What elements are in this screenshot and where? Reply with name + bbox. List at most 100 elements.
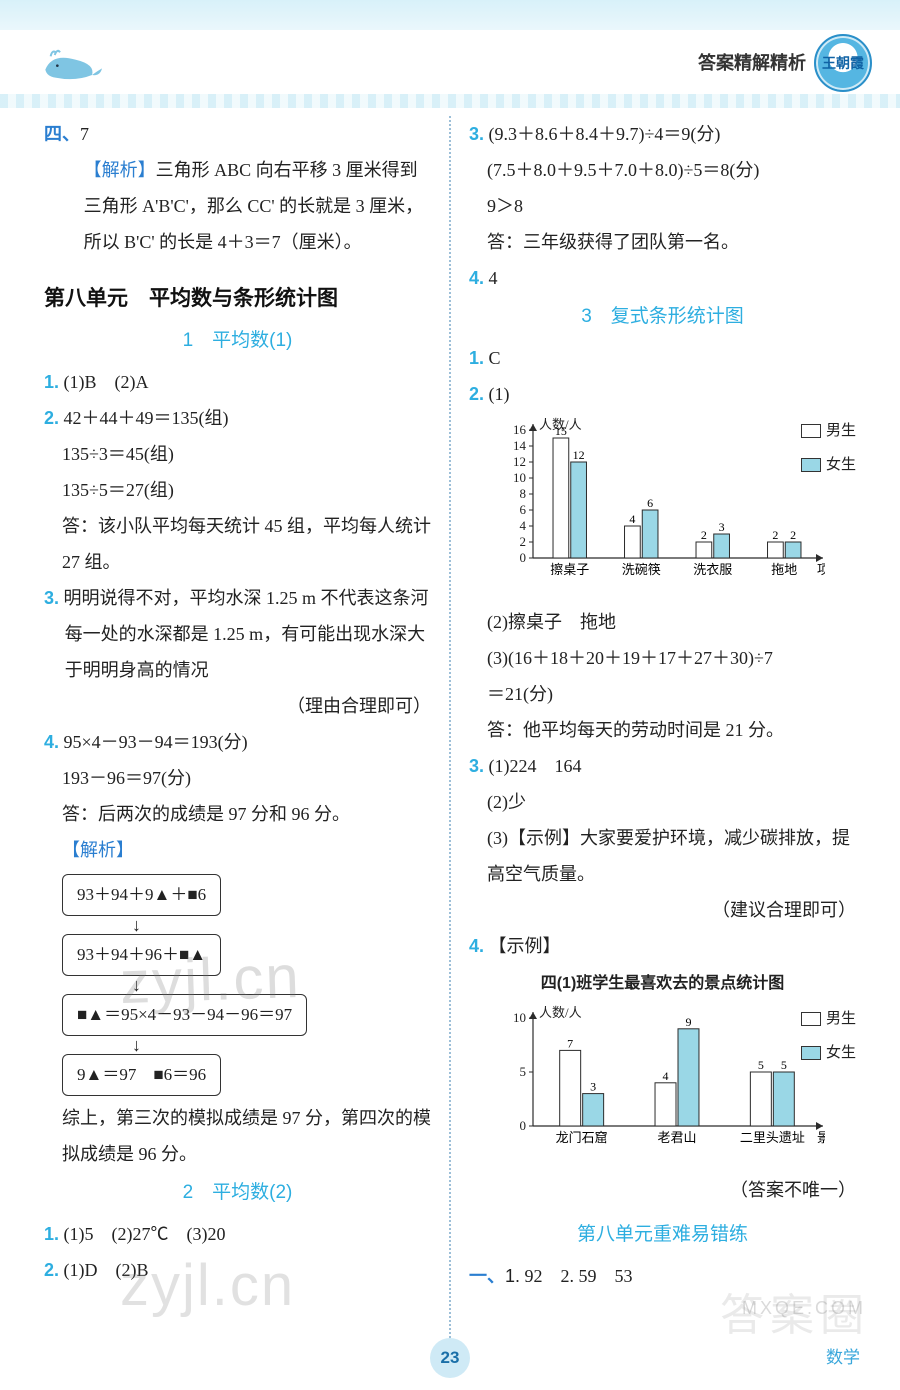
svg-text:6: 6 — [520, 502, 527, 517]
answer-text: 92 — [525, 1266, 543, 1286]
svg-text:2: 2 — [520, 534, 527, 549]
qnum: 4. — [469, 936, 484, 956]
svg-text:0: 0 — [520, 550, 527, 565]
legend-label: 男生 — [826, 416, 856, 446]
s3-q3-p2: (2)少 — [469, 784, 856, 820]
s3-q4-note: （答案不唯一） — [469, 1172, 856, 1208]
s4-line: 一、1. 92 2. 59 53 — [469, 1258, 856, 1294]
flow-arrow-icon: ↓ — [132, 1036, 431, 1054]
q4-line: 四、7 — [44, 116, 431, 152]
q4-answer: 7 — [80, 124, 89, 144]
svg-text:2: 2 — [790, 528, 796, 542]
chart2-title: 四(1)班学生最喜欢去的景点统计图 — [469, 968, 856, 1000]
answer-text: 42＋44＋49＝135(组) — [64, 408, 229, 428]
svg-text:2: 2 — [701, 528, 707, 542]
s2-q4: 4. 4 — [469, 260, 856, 296]
answer-text: 4 — [489, 268, 498, 288]
section-4-title: 第八单元重难易错练 — [469, 1216, 856, 1254]
svg-text:4: 4 — [663, 1069, 669, 1083]
chart1-legend: 男生 女生 — [801, 416, 856, 480]
svg-text:10: 10 — [513, 1010, 526, 1025]
page-number: 23 — [430, 1338, 470, 1378]
s3-q3-p1: 3. (1)224 164 — [469, 748, 856, 784]
whale-icon — [36, 43, 108, 83]
flowchart: 93＋94＋9▲＋■6 ↓ 93＋94＋96＋■▲ ↓ ■▲＝95×4－93－9… — [62, 874, 431, 1096]
chart-2: 0510人数/人73龙门石窟49老君山55二里头遗址景点 男生 女生 — [495, 1004, 856, 1166]
s3-q4: 4. 【示例】 — [469, 928, 856, 964]
qnum: 2. — [469, 384, 484, 404]
s3-q2-p3ans: 答：他平均每天的劳动时间是 21 分。 — [469, 712, 856, 748]
answer-text: 59 53 — [579, 1266, 633, 1286]
s1-q3: 3. 明明说得不对，平均水深 1.25 m 不代表这条河每一处的水深都是 1.2… — [44, 580, 431, 688]
s3-q3-p3: (3)【示例】大家要爱护环境，减少碳排放，提高空气质量。 — [469, 820, 856, 892]
svg-text:二里头遗址: 二里头遗址 — [740, 1130, 805, 1145]
qnum: 2. — [561, 1266, 575, 1286]
s2-q1: 1. (1)5 (2)27℃ (3)20 — [44, 1216, 431, 1252]
flow-box-2: 93＋94＋96＋■▲ — [62, 934, 221, 976]
svg-text:5: 5 — [758, 1058, 764, 1072]
svg-text:龙门石窟: 龙门石窟 — [556, 1130, 608, 1145]
svg-text:10: 10 — [513, 470, 526, 485]
wave-divider — [0, 94, 900, 108]
legend-swatch-girl — [801, 458, 821, 472]
answer-text: (1)5 (2)27℃ (3)20 — [64, 1224, 226, 1244]
answer-text: 明明说得不对，平均水深 1.25 m 不代表这条河每一处的水深都是 1.25 m… — [64, 588, 429, 680]
svg-text:4: 4 — [520, 518, 527, 533]
answer-text: (1) — [489, 384, 510, 404]
answer-text: (1)224 164 — [489, 756, 582, 776]
example-label: (3)【示例】 — [487, 828, 580, 848]
qnum: 3. — [44, 588, 59, 608]
header-title: 答案精解精析 — [698, 45, 806, 81]
qnum: 1. — [469, 348, 484, 368]
svg-text:3: 3 — [719, 520, 725, 534]
flow-arrow-icon: ↓ — [132, 916, 431, 934]
svg-text:12: 12 — [513, 454, 526, 469]
s1-q2-l3: 135÷5＝27(组) — [44, 472, 431, 508]
svg-text:景点: 景点 — [817, 1130, 825, 1145]
brand-badge-icon: 王朝霞 — [814, 34, 872, 92]
chart2-legend: 男生 女生 — [801, 1004, 856, 1068]
qnum: 4. — [469, 268, 484, 288]
svg-text:4: 4 — [629, 512, 635, 526]
q4-label: 四、 — [44, 124, 80, 144]
analysis-label: 【解析】 — [84, 160, 156, 180]
qnum: 3. — [469, 756, 484, 776]
s1-q4-l2: 193－96＝97(分) — [44, 760, 431, 796]
s3-q2-p2: (2)擦桌子 拖地 — [469, 604, 856, 640]
flow-box-4: 9▲＝97 ■6＝96 — [62, 1054, 221, 1096]
s1-q4-ans: 答：后两次的成绩是 97 分和 96 分。 — [44, 796, 431, 832]
s1-q3-note: （理由合理即可） — [44, 688, 431, 724]
answer-text: C — [489, 348, 501, 368]
q4-analysis-block: 【解析】三角形 ABC 向右平移 3 厘米得到三角形 A'B'C'，那么 CC'… — [44, 152, 431, 260]
qnum: 1. — [44, 372, 59, 392]
s3-q1: 1. C — [469, 340, 856, 376]
svg-text:洗衣服: 洗衣服 — [693, 562, 732, 577]
subject-label: 数学 — [826, 1341, 860, 1375]
s3-q2-p3b: ＝21(分) — [469, 676, 856, 712]
svg-text:6: 6 — [647, 496, 653, 510]
svg-text:2: 2 — [772, 528, 778, 542]
svg-text:5: 5 — [781, 1058, 787, 1072]
svg-text:拖地: 拖地 — [771, 562, 797, 577]
footer: 23 数学 — [0, 1338, 900, 1378]
answer-text: (1)D (2)B — [64, 1260, 149, 1280]
answer-text: (1)B (2)A — [64, 372, 149, 392]
legend-swatch-girl — [801, 1046, 821, 1060]
svg-text:8: 8 — [520, 486, 527, 501]
flow-arrow-icon: ↓ — [132, 976, 431, 994]
flow-box-3: ■▲＝95×4－93－94－96＝97 — [62, 994, 307, 1036]
s3-q3-note: （建议合理即可） — [469, 892, 856, 928]
bar-chart-2: 0510人数/人73龙门石窟49老君山55二里头遗址景点 — [495, 1004, 825, 1154]
svg-text:人数/人: 人数/人 — [539, 1005, 582, 1020]
qnum: 4. — [44, 732, 59, 752]
s2-q3-l2: (7.5＋8.0＋9.5＋7.0＋8.0)÷5＝8(分) — [469, 152, 856, 188]
svg-text:9: 9 — [685, 1015, 691, 1029]
section-1-title: 1 平均数(1) — [44, 322, 431, 360]
svg-text:16: 16 — [513, 422, 527, 437]
svg-text:0: 0 — [520, 1118, 527, 1133]
svg-text:老君山: 老君山 — [657, 1130, 696, 1145]
s1-q2-l2: 135÷3＝45(组) — [44, 436, 431, 472]
answer-text: 95×4－93－94＝193(分) — [64, 732, 248, 752]
svg-text:14: 14 — [513, 438, 527, 453]
unit-title: 第八单元 平均数与条形统计图 — [44, 278, 431, 320]
